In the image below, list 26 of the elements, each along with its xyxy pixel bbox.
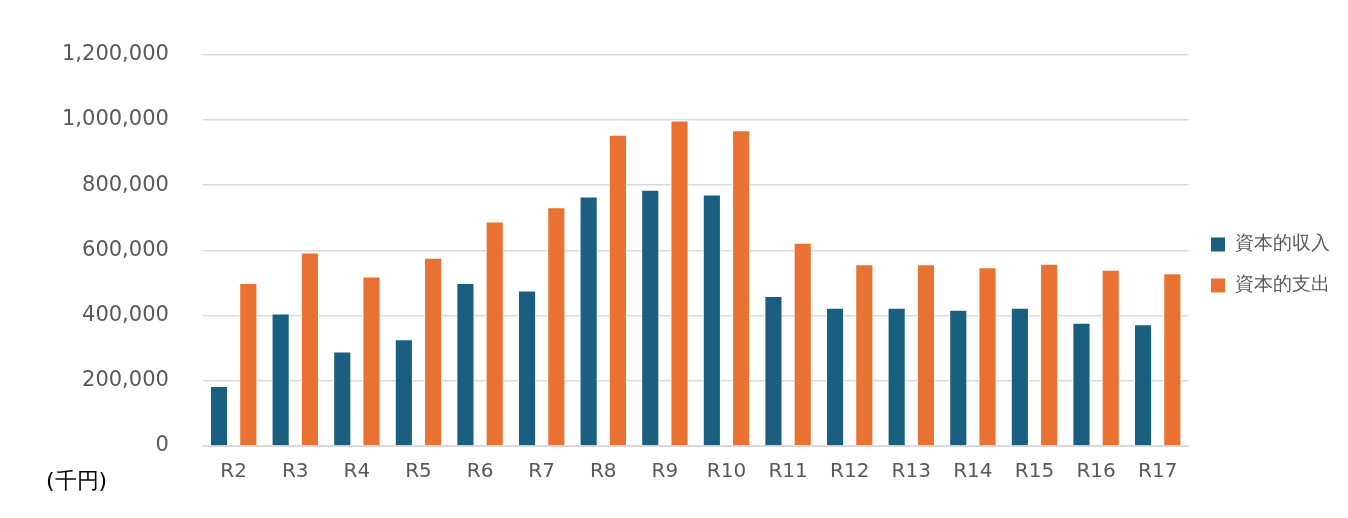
x-tick-label: R12 (830, 458, 870, 483)
y-tick-label: 1,200,000 (61, 41, 169, 66)
legend-label: 資本的支出 (1235, 272, 1330, 295)
y-axis-title: (千円) (46, 467, 108, 493)
x-tick-label: R10 (706, 458, 747, 483)
y-tick-label: 0 (155, 432, 169, 457)
x-tick-label: R7 (528, 458, 555, 483)
x-tick-label: R5 (405, 458, 432, 483)
x-tick-label: R4 (343, 458, 371, 483)
x-tick-label: R17 (1138, 458, 1178, 483)
x-tick-label: R13 (891, 458, 931, 483)
y-tick-label: 200,000 (82, 367, 169, 392)
y-tick-label: 1,000,000 (61, 106, 169, 131)
x-tick-label: R2 (220, 458, 247, 483)
x-tick-label: R8 (589, 458, 617, 483)
x-tick-label: R16 (1076, 458, 1116, 483)
x-tick-label: R6 (466, 458, 494, 483)
y-tick-label: 800,000 (82, 171, 169, 196)
legend-label: 資本的収入 (1235, 231, 1330, 254)
x-tick-label: R11 (768, 458, 808, 483)
x-tick-label: R3 (281, 458, 309, 483)
x-tick-label: R9 (651, 458, 679, 483)
x-tick-label: R14 (953, 458, 993, 483)
x-tick-label: R15 (1014, 458, 1055, 483)
y-tick-label: 400,000 (82, 301, 169, 326)
y-tick-label: 600,000 (82, 236, 169, 261)
